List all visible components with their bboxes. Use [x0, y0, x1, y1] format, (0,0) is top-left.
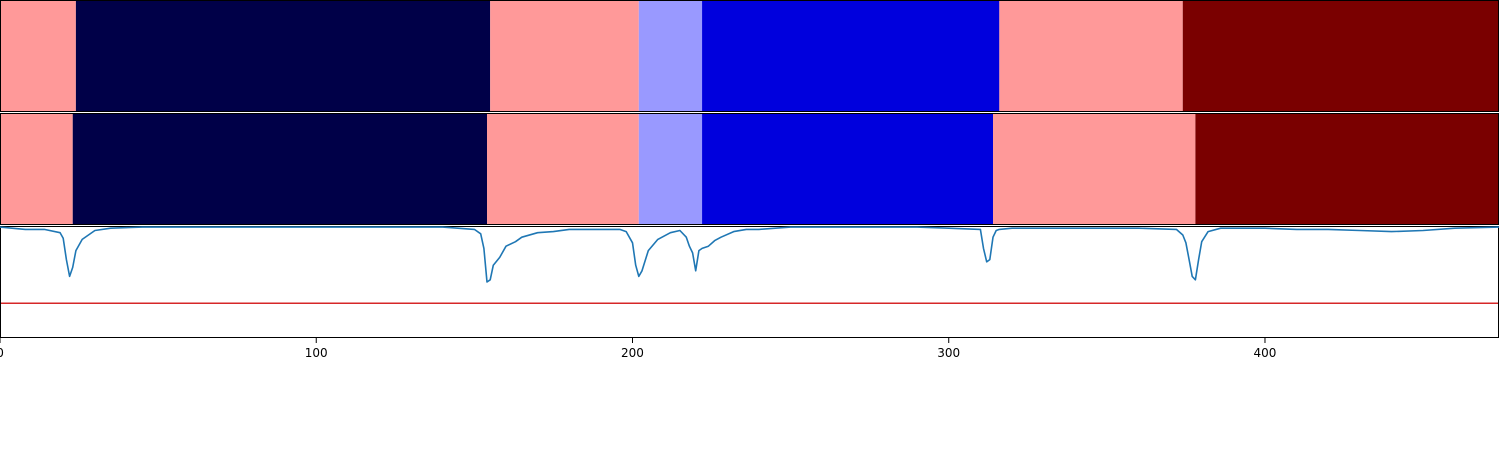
x-axis: 0 100 200 300 400 [0, 338, 1276, 360]
panel-frame [0, 0, 1499, 112]
panel-frame [0, 226, 1499, 338]
heatmap-segment [487, 113, 639, 225]
heatmap-segment [993, 113, 1196, 225]
heatmap-segment [638, 113, 703, 225]
x-tick-label: 200 [621, 346, 644, 360]
heatmap-segment [999, 0, 1183, 112]
heatmap-segment [0, 0, 76, 112]
heatmap-segment [638, 0, 703, 112]
signal-line [0, 226, 1500, 283]
middle-heatmap-band [0, 113, 1499, 225]
heatmap-segment [1195, 113, 1499, 225]
heatmap-segment [702, 0, 1000, 112]
signal-panel [0, 226, 1500, 338]
x-tick-label: 100 [305, 346, 328, 360]
heatmap-segment [0, 113, 73, 225]
top-heatmap-band [0, 0, 1499, 112]
x-tick-label: 300 [937, 346, 960, 360]
heatmap-segment [72, 113, 488, 225]
x-tick-label: 0 [0, 346, 4, 360]
heatmap-segment [490, 0, 639, 112]
heatmap-segment [1182, 0, 1499, 112]
heatmap-segment [702, 113, 994, 225]
x-tick-label: 400 [1254, 346, 1277, 360]
heatmap-segment [75, 0, 491, 112]
panel-frame [0, 113, 1499, 225]
